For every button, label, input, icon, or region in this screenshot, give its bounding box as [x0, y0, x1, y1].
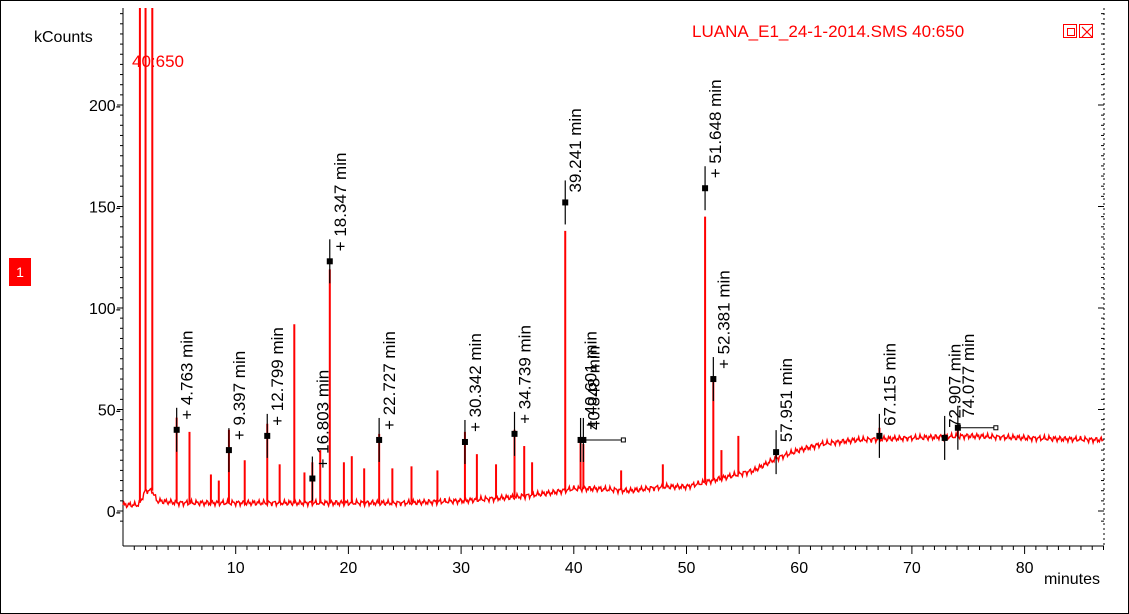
- y-tick-label: 200-: [89, 98, 121, 115]
- peak-label: + 16.803 min: [313, 370, 332, 469]
- trace-baseline: [122, 430, 1104, 509]
- peak-marker: [876, 432, 883, 439]
- peak-marker: [941, 434, 948, 441]
- peak-label: + 4.763 min: [178, 330, 197, 419]
- peak-marker: [376, 436, 383, 443]
- x-axis-label: minutes: [1044, 571, 1100, 588]
- peak-label: + 51.648 min: [706, 79, 725, 178]
- y-axis-label: kCounts: [34, 29, 93, 46]
- x-tick-label: 70: [903, 560, 921, 577]
- peak-bracket-end: [620, 437, 626, 443]
- x-tick-label: 40: [565, 560, 583, 577]
- trace-label: 40:650: [132, 52, 184, 71]
- x-tick-label: 10: [227, 560, 245, 577]
- x-tick-label: 50: [678, 560, 696, 577]
- x-tick-label: 20: [340, 560, 358, 577]
- peak-label: 40.848 min: [584, 346, 603, 430]
- peak-label: + 40.601 min: [582, 331, 601, 430]
- peak-bracket-end: [993, 425, 999, 431]
- peak-marker: [264, 432, 271, 439]
- x-tick-label: 80: [1016, 560, 1034, 577]
- peak-label: + 30.342 min: [466, 333, 485, 432]
- peak-marker: [773, 449, 780, 456]
- peak-marker: [173, 426, 180, 433]
- peak-marker: [326, 258, 333, 265]
- y-tick-label: 150-: [89, 200, 121, 217]
- peak-label: + 18.347 min: [331, 153, 350, 252]
- peak-marker: [702, 185, 709, 192]
- peak-marker: [309, 475, 316, 482]
- peak-marker: [710, 376, 717, 383]
- y-tick-label: 100-: [89, 301, 121, 318]
- file-name-label: LUANA_E1_24-1-2014.SMS 40:650: [692, 22, 965, 41]
- close-icon[interactable]: [1079, 24, 1093, 38]
- peak-label: 57.951 min: [777, 358, 796, 442]
- y-tick-label: 0-: [107, 504, 121, 521]
- x-tick-label: 60: [790, 560, 808, 577]
- peak-label: 39.241 min: [566, 108, 585, 192]
- peak-marker: [461, 438, 468, 445]
- restore-icon[interactable]: [1063, 24, 1077, 38]
- peak-label: 67.115 min: [880, 343, 899, 426]
- x-tick-label: 30: [452, 560, 470, 577]
- peak-label: 74.077 min: [959, 334, 978, 418]
- peak-label: + 34.739 min: [516, 325, 535, 424]
- peak-label: + 52.381 min: [714, 270, 733, 369]
- peak-marker: [225, 447, 232, 454]
- y-tick-label: 50-: [98, 403, 121, 420]
- peak-marker: [562, 199, 569, 206]
- peak-marker: [511, 430, 518, 437]
- series-badge[interactable]: 1: [9, 258, 31, 286]
- peak-label: + 9.397 min: [230, 351, 249, 440]
- peak-label: 72.907 min: [946, 344, 965, 428]
- peak-label: + 22.727 min: [380, 331, 399, 430]
- peak-label: + 12.799 min: [268, 327, 287, 426]
